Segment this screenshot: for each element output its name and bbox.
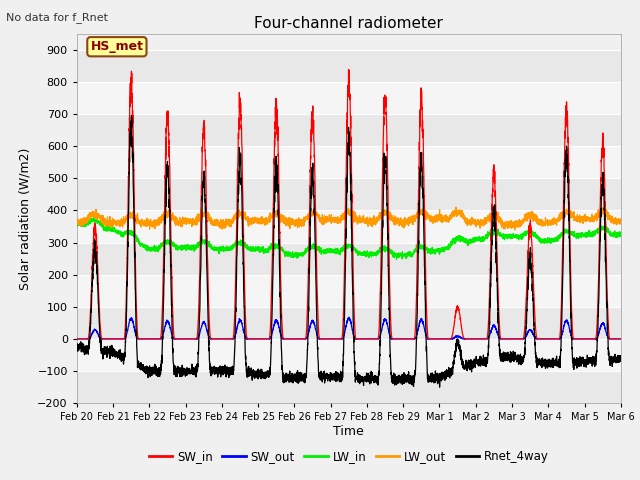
Bar (77, 49, 621, 82)
Bar (77, 339, 621, 371)
Bar (77, 307, 621, 339)
Bar (77, 82, 621, 114)
Y-axis label: Solar radiation (W/m2): Solar radiation (W/m2) (19, 147, 32, 289)
Text: No data for f_Rnet: No data for f_Rnet (6, 12, 108, 23)
Text: HS_met: HS_met (90, 40, 143, 53)
Bar (77, 210, 621, 242)
Bar (77, 114, 621, 146)
Bar (77, 146, 621, 178)
X-axis label: Time: Time (333, 425, 364, 438)
Legend: SW_in, SW_out, LW_in, LW_out, Rnet_4way: SW_in, SW_out, LW_in, LW_out, Rnet_4way (144, 445, 554, 468)
Bar (77, 178, 621, 210)
Bar (77, 275, 621, 307)
Bar (77, 371, 621, 403)
Title: Four-channel radiometer: Four-channel radiometer (254, 16, 444, 31)
Bar (77, 242, 621, 275)
